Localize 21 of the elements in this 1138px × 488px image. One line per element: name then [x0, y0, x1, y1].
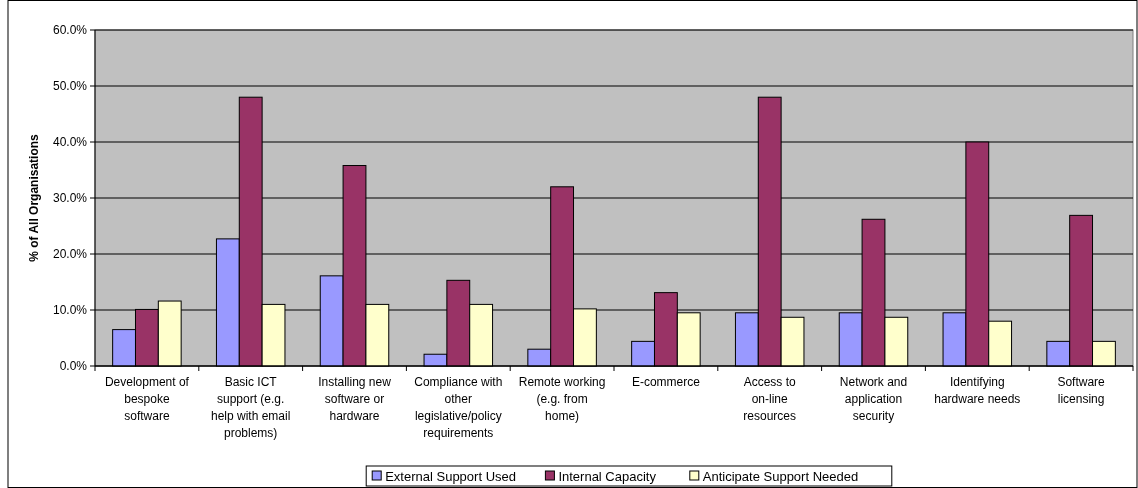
x-tick-label: Access to on-line resources: [743, 375, 797, 423]
y-tick-label: 0.0%: [59, 359, 88, 374]
x-tick-label: Basic ICT support (e.g. help with email problems): [211, 375, 291, 440]
legend-label: Anticipate Support Needed: [702, 468, 859, 484]
x-tick-label: Network and application security: [839, 375, 908, 423]
x-tick-label: Remote working (e.g. from home): [518, 375, 606, 423]
y-tick-label: 30.0%: [52, 191, 88, 206]
y-tick-label: 50.0%: [52, 79, 88, 94]
x-tick-label: Installing new software or hardware: [318, 375, 392, 423]
x-tick-label: Compliance with other legislative/policy requirements: [414, 375, 503, 440]
x-tick-label: Software licensing: [1057, 375, 1106, 406]
x-tick-label: E-commerce: [631, 375, 701, 389]
y-tick-label: 10.0%: [52, 303, 88, 318]
y-tick-label: 60.0%: [52, 23, 88, 38]
legend-label: Internal Capacity: [558, 468, 657, 484]
legend-label: External Support Used: [385, 468, 516, 484]
y-tick-label: 40.0%: [52, 135, 88, 150]
x-tick-label: Development of bespoke software: [104, 375, 190, 423]
y-axis-title: % of All Organisations: [27, 133, 41, 262]
x-tick-label: Identifying hardware needs: [934, 375, 1021, 406]
y-tick-label: 20.0%: [52, 247, 88, 262]
